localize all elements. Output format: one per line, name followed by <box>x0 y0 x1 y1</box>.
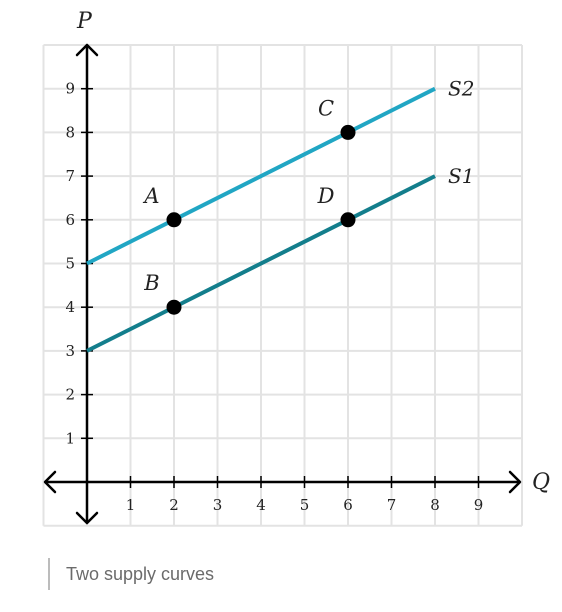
y-tick-label: 2 <box>65 386 75 404</box>
supply-curve-s2 <box>86 86 436 266</box>
point-c <box>340 124 356 140</box>
y-tick-label: 4 <box>65 298 75 316</box>
y-tick-label: 7 <box>65 167 75 185</box>
y-tick-label: 9 <box>65 80 75 98</box>
y-tick-label: 1 <box>65 429 75 447</box>
data-points <box>166 124 356 315</box>
point-label-a: A <box>142 184 159 208</box>
x-tick-label: 5 <box>300 496 310 514</box>
figure-caption: Two supply curves <box>48 558 214 590</box>
point-label-b: B <box>143 271 159 295</box>
point-label-c: C <box>318 96 334 120</box>
x-tick-label: 3 <box>213 496 223 514</box>
x-tick-label: 4 <box>256 496 266 514</box>
x-tick-label: 8 <box>430 496 440 514</box>
y-axis-top-arrow <box>75 43 99 57</box>
y-tick-label: 8 <box>65 123 75 141</box>
point-a <box>166 212 182 228</box>
y-tick-label: 3 <box>65 342 75 360</box>
supply-curves-chart: 1 2 3 4 5 6 7 8 9 1 2 3 4 5 6 7 8 9 Q P S2 S1 A B C D <box>42 9 550 527</box>
point-d <box>340 212 356 228</box>
y-axis-title: P <box>76 9 93 34</box>
x-tick-label: 1 <box>126 496 136 514</box>
x-tick-label: 7 <box>387 496 397 514</box>
supply-curve-s1 <box>86 174 436 353</box>
x-axis-left-arrow <box>43 470 57 494</box>
series-lines <box>86 86 436 353</box>
x-tick-label: 9 <box>474 496 484 514</box>
x-tick-label: 2 <box>169 496 179 514</box>
y-tick-label: 6 <box>65 211 75 229</box>
labels: Q P S2 S1 A B C D <box>76 9 550 495</box>
x-axis-title: Q <box>532 470 550 495</box>
x-tick-label: 6 <box>343 496 353 514</box>
axes <box>43 43 522 525</box>
caption-bar <box>48 558 50 590</box>
caption-text: Two supply curves <box>66 563 215 584</box>
x-axis-right-arrow <box>508 470 522 494</box>
y-tick-label: 5 <box>65 255 75 273</box>
point-b <box>166 299 182 315</box>
point-label-d: D <box>317 184 335 208</box>
y-axis-bottom-arrow <box>75 511 99 525</box>
grid <box>42 44 523 527</box>
series-label-s1: S1 <box>448 164 474 188</box>
ticks: 1 2 3 4 5 6 7 8 9 1 2 3 4 5 6 7 8 9 <box>65 80 483 514</box>
series-label-s2: S2 <box>448 77 474 101</box>
